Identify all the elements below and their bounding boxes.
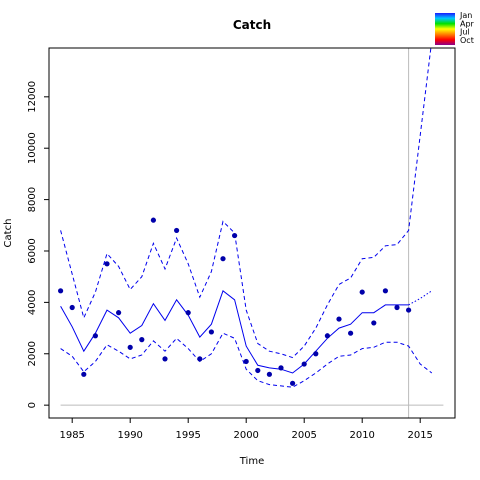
data-point-1997 [208,329,214,335]
data-point-1987 [92,333,98,339]
plot-content [58,48,444,418]
data-point-2014 [406,307,412,313]
y-tick-label-10000: 10000 [27,132,38,164]
legend-label-jan: Jan [459,11,472,20]
y-axis-label: Catch [3,219,14,248]
data-point-1988 [104,261,110,267]
data-point-2007 [324,333,330,339]
data-point-1999 [232,232,238,239]
data-point-1985 [69,304,75,311]
axes: 1985 1990 1995 2000 2005 2010 2015 0 2000 4000 600… [27,47,456,441]
data-point-2013 [394,304,400,311]
x-tick-label-1995: 1995 [175,430,200,441]
data-point-2012 [382,288,388,294]
data-point-1989 [116,310,122,316]
y-tick-label-6000: 6000 [27,238,38,263]
data-point-2002 [266,371,272,377]
series-lower-interval [60,332,433,388]
y-tick-label-2000: 2000 [27,341,38,366]
data-point-1994 [174,227,180,234]
data-point-2001 [255,367,261,374]
legend-label-apr: Apr [460,19,475,28]
x-axis-label: Time [239,456,264,467]
data-point-1995 [185,310,191,316]
x-tick-label-2015: 2015 [407,430,432,441]
x-tick-label-2005: 2005 [291,430,316,441]
legend-label-oct: Oct [460,36,474,45]
chart-title: Catch [233,18,271,32]
data-point-2009 [348,330,354,336]
series-upper-interval [60,48,432,359]
data-point-1984 [58,288,64,294]
x-tick-label-2000: 2000 [233,430,258,441]
y-tick-label-4000: 4000 [27,290,38,315]
data-point-1993 [162,356,168,362]
data-point-1996 [197,356,203,362]
x-tick-label-1990: 1990 [117,430,142,441]
plot-frame [48,47,456,419]
data-point-2003 [278,365,284,371]
y-tick-label-8000: 8000 [27,187,38,212]
data-point-1998 [220,256,226,262]
data-point-2006 [313,351,319,357]
y-tick-label-12000: 12000 [27,81,38,113]
data-point-1990 [127,344,133,350]
data-point-2011 [371,320,377,326]
legend-label-jul: Jul [459,28,470,37]
data-point-2008 [336,316,342,322]
plot-area [58,48,444,418]
data-point-1991 [139,337,145,343]
data-point-2005 [301,361,307,367]
series-fit [60,289,409,374]
data-point-2000 [243,358,249,365]
x-tick-label-2010: 2010 [349,430,374,441]
data-point-2004 [290,380,296,386]
x-tick-label-1985: 1985 [59,430,84,441]
data-point-1986 [81,371,87,377]
series-forecast [408,290,433,306]
data-point-1992 [150,217,156,223]
data-point-2010 [359,289,365,295]
y-tick-label-0: 0 [27,402,38,408]
legend-color-bar [435,13,455,45]
